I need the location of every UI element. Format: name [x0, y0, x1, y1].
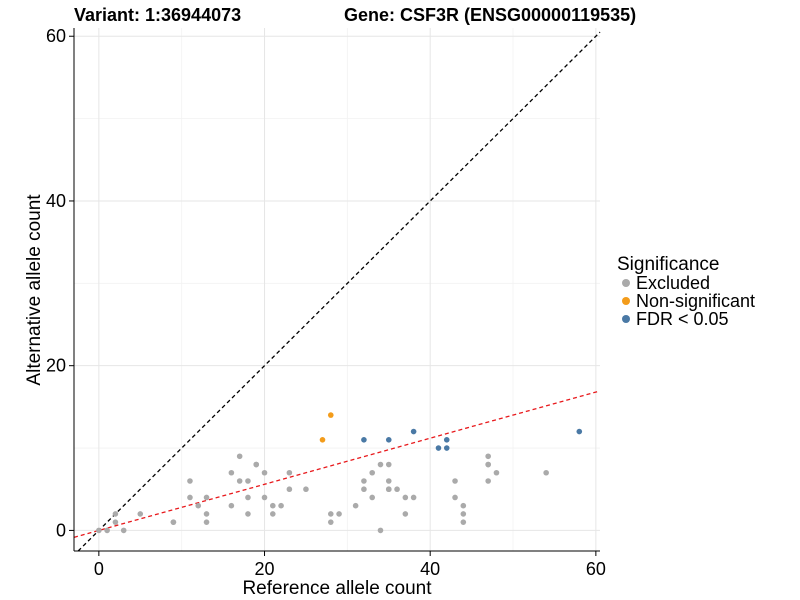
x-axis-ticks: 0 20 40 60 — [94, 551, 606, 579]
ratio-line — [73, 390, 601, 538]
point-excluded — [278, 502, 284, 509]
point-non-significant — [319, 437, 326, 443]
point-excluded — [245, 478, 251, 484]
point-excluded — [493, 469, 500, 476]
point-excluded — [361, 478, 367, 484]
point-excluded — [253, 461, 260, 468]
point-excluded — [228, 502, 235, 509]
point-excluded — [203, 519, 210, 525]
point-non-significant — [327, 412, 334, 418]
point-fdr-0-05 — [576, 428, 583, 435]
point-excluded — [228, 469, 235, 476]
x-axis-label: Reference allele count — [242, 578, 432, 599]
point-excluded — [377, 527, 384, 534]
point-excluded — [460, 519, 467, 525]
point-fdr-0-05 — [361, 437, 367, 443]
point-excluded — [543, 469, 549, 476]
legend-title: Significance — [617, 254, 719, 275]
legend-key — [622, 297, 630, 305]
y-tick-label: 20 — [46, 356, 66, 376]
legend-label: FDR < 0.05 — [636, 309, 729, 329]
identity-line — [77, 31, 601, 552]
y-tick-label: 0 — [56, 520, 66, 540]
point-excluded — [385, 461, 392, 468]
point-excluded — [485, 461, 491, 468]
point-excluded — [96, 527, 102, 534]
point-excluded — [112, 511, 119, 517]
point-excluded — [452, 478, 458, 484]
point-excluded — [460, 502, 467, 509]
x-tick-label: 60 — [586, 559, 606, 579]
y-axis-label: Alternative allele count — [24, 194, 45, 386]
point-fdr-0-05 — [435, 445, 442, 451]
point-excluded — [187, 478, 193, 484]
point-fdr-0-05 — [443, 437, 450, 443]
point-excluded — [385, 478, 392, 484]
x-tick-label: 40 — [420, 559, 440, 579]
point-excluded — [203, 511, 210, 517]
point-excluded — [245, 511, 251, 517]
point-excluded — [460, 511, 467, 517]
point-excluded — [286, 469, 293, 476]
point-excluded — [236, 453, 243, 460]
point-excluded — [286, 486, 293, 493]
legend-label: Non-significant — [636, 291, 755, 311]
point-excluded — [137, 511, 144, 517]
chart-title-gene: Gene: CSF3R (ENSG00000119535) — [344, 5, 636, 25]
x-tick-label: 20 — [255, 559, 275, 579]
point-fdr-0-05 — [385, 437, 392, 443]
point-excluded — [361, 486, 367, 493]
point-excluded — [336, 511, 342, 517]
y-axis-ticks: 0 20 40 60 — [46, 26, 74, 540]
point-excluded — [452, 494, 458, 501]
legend-key — [622, 315, 630, 323]
point-excluded — [485, 478, 491, 484]
point-excluded — [377, 461, 384, 468]
point-excluded — [187, 494, 193, 501]
point-excluded — [112, 519, 119, 525]
point-excluded — [394, 486, 400, 493]
point-excluded — [170, 519, 177, 525]
legend-key — [622, 279, 630, 287]
point-excluded — [236, 478, 243, 484]
y-tick-label: 40 — [46, 191, 66, 211]
point-excluded — [410, 494, 417, 501]
point-excluded — [369, 494, 376, 501]
point-fdr-0-05 — [443, 445, 450, 451]
point-excluded — [385, 486, 392, 493]
point-excluded — [485, 453, 491, 460]
point-excluded — [270, 511, 276, 517]
point-excluded — [327, 519, 334, 525]
point-excluded — [402, 511, 409, 517]
point-excluded — [245, 494, 251, 501]
legend: Significance ExcludedNon-significantFDR … — [617, 254, 755, 329]
point-excluded — [203, 494, 210, 501]
point-excluded — [195, 502, 202, 509]
point-excluded — [261, 469, 268, 476]
point-excluded — [303, 486, 309, 493]
point-excluded — [261, 494, 268, 501]
point-excluded — [270, 502, 276, 509]
point-fdr-0-05 — [410, 428, 417, 435]
data-points — [96, 412, 583, 534]
point-excluded — [104, 527, 110, 534]
reference-lines — [73, 31, 601, 552]
point-excluded — [369, 469, 376, 476]
point-excluded — [120, 527, 127, 534]
point-excluded — [402, 494, 409, 501]
grid-lines — [74, 28, 600, 551]
point-excluded — [327, 511, 334, 517]
x-tick-label: 0 — [94, 559, 104, 579]
chart-title-variant: Variant: 1:36944073 — [74, 5, 241, 25]
y-tick-label: 60 — [46, 26, 66, 46]
point-excluded — [352, 502, 359, 509]
legend-label: Excluded — [636, 273, 710, 293]
